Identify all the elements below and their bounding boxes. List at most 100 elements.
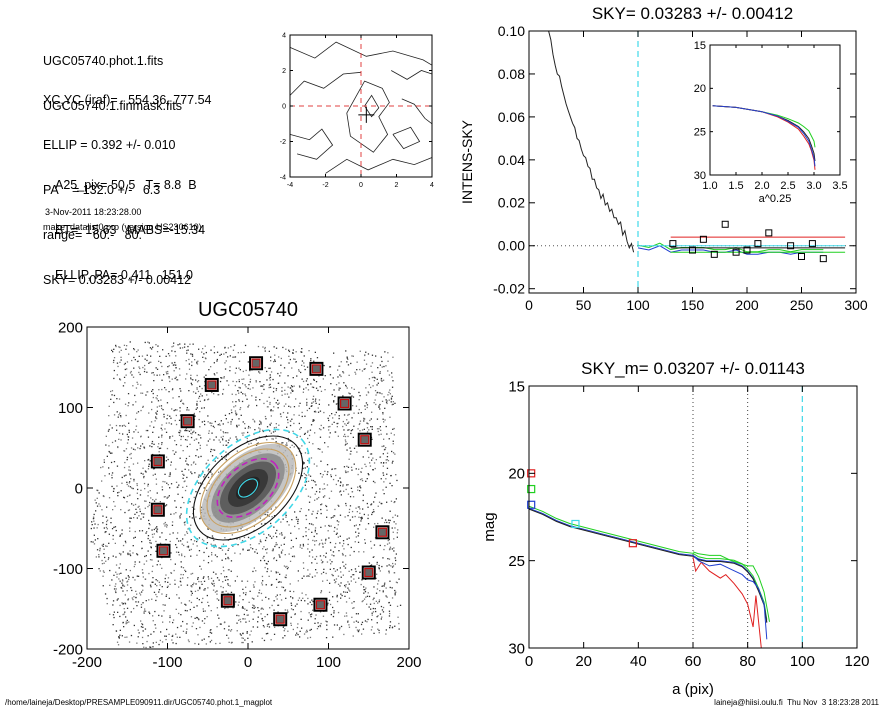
sky-square-marker [689, 246, 696, 254]
center-coords: XC,YC (iraf)= 554.36, 777.54 [43, 93, 212, 107]
mag-curve-red-end [692, 557, 762, 648]
sky-square-marker [787, 242, 795, 250]
sky-square-marker [699, 235, 707, 243]
mag-ytick-label: 20 [508, 466, 525, 483]
contour-xtick-label: 0 [359, 182, 363, 189]
inset-xtick-label: 2.0 [754, 180, 769, 192]
isophote-ellipse [237, 478, 259, 498]
sky-tail-green [637, 242, 824, 253]
inset-xtick-label: 2.5 [780, 180, 795, 192]
a25-line: A25_pix= 50.5 T= 8.8 B [55, 178, 197, 192]
inset-xlabel: a^0.25 [759, 193, 792, 205]
galaxy-xtick-label: -100 [152, 654, 182, 671]
galaxy-xtick-label: -200 [72, 654, 102, 671]
file-name-mask: UGC05740.1.finmask.fits [43, 99, 182, 113]
mag-ytick-label: 30 [508, 640, 525, 657]
sky-square-marker [710, 250, 718, 258]
sky-square-marker [798, 252, 805, 260]
sky-box-inner [364, 567, 374, 578]
sky-ytick-label: 0.08 [498, 66, 525, 82]
fit-parameters: XC,YC (iraf)= 554.36, 777.54 ELLIP = 0.3… [43, 63, 212, 303]
inset-ytick-label: 20 [694, 83, 706, 95]
galaxy-ytick-label: 100 [58, 400, 83, 417]
mag-xtick-label: 100 [790, 653, 815, 670]
contour-line [289, 128, 334, 160]
sky-box-inner [223, 596, 233, 606]
sky-value: SKY= 0.03283 +/- 0.00412 [43, 273, 192, 287]
galaxy-title: UGC05740 [198, 299, 298, 321]
mag-curve-green-end [692, 551, 770, 622]
sky-box-inner [377, 527, 388, 537]
file-names: UGC05740.phot.1.fits UGC05740.1.finmask.… [43, 24, 182, 129]
contour-ytick-label: -4 [280, 174, 286, 181]
contour-line [346, 80, 390, 153]
inset-ytick-label: 30 [694, 170, 706, 182]
contour-ytick-label: 4 [282, 32, 286, 39]
sky-box-inner [183, 416, 193, 426]
sky-xtick-label: 200 [735, 297, 759, 313]
sky-box-inner [340, 398, 350, 409]
ellip-pa-line: ELLIP, PA= 0.411 151.0 [55, 268, 193, 282]
sky-ylabel: INTENS-SKY [459, 119, 475, 204]
contour-xtick-label: 2 [395, 182, 399, 189]
contour-line [391, 70, 433, 80]
contour-line [325, 157, 433, 174]
sky-box-inner [315, 600, 326, 610]
galaxy-xtick-label: 100 [316, 654, 341, 671]
position-angle: PA = 132.0 +/- 6.3 [43, 183, 161, 197]
sky-square-marker [721, 220, 729, 228]
ellipticity: ELLIP = 0.392 +/- 0.010 [43, 138, 176, 152]
catalog-parameters: A25_pix= 50.5 T= 8.8 B BT= 15.63 MABS=-1… [55, 148, 205, 298]
mag-ylabel: mag [481, 512, 498, 541]
sky-title: SKY= 0.03283 +/- 0.00412 [592, 4, 793, 23]
galaxy-core-shade [235, 476, 261, 500]
inset-xtick-label: 1.5 [728, 180, 743, 192]
bt-line: BT= 15.63 MABS=-15.34 [55, 223, 206, 237]
sky-ytick-label: 0.00 [498, 238, 525, 254]
program-version: make_datalist0.pro (version HS230610) [43, 222, 202, 232]
contour-line [289, 71, 362, 96]
mag-xlabel: a (pix) [672, 681, 714, 698]
isophote-ellipse [192, 435, 304, 541]
inset-ytick-label: 25 [694, 127, 706, 139]
contour-ytick-label: 2 [282, 68, 286, 75]
inset-curve-blue [712, 105, 816, 167]
contour-xtick-label: -2 [322, 182, 328, 189]
isophote-ellipse [206, 448, 290, 528]
inset-frame [709, 44, 841, 176]
sky-box-inner [153, 456, 163, 467]
contour-line [289, 41, 433, 66]
galaxy-noise-field [90, 341, 402, 649]
file-name-phot: UGC05740.phot.1.fits [43, 54, 164, 68]
footer-path: /home/laineja/Desktop/PRESAMPLE090911.di… [5, 698, 273, 707]
sky-xtick-label: 250 [790, 297, 814, 313]
sky-square-marker [732, 248, 740, 256]
galaxy-ytick-label: -100 [53, 561, 83, 578]
inset-xtick-label: 3.5 [832, 180, 847, 192]
mag-square-marker [571, 519, 580, 529]
contour-ytick-label: -2 [280, 139, 286, 146]
galaxy-ytick-label: -200 [53, 641, 83, 658]
mag-ytick-label: 15 [508, 378, 525, 395]
contour-line [392, 126, 421, 150]
sky-ytick-label: 0.04 [498, 152, 525, 168]
contour-xtick-label: 4 [430, 182, 434, 189]
isophote-ellipse [216, 457, 280, 519]
sky-square-marker [754, 240, 762, 248]
fit-range: range= 60.- 80. [43, 228, 143, 242]
sky-tail-blue [637, 245, 824, 255]
contour-line [401, 98, 433, 125]
sky-square-marker [808, 240, 816, 248]
galaxy-xtick-label: 200 [396, 654, 421, 671]
sky-box-inner [311, 364, 322, 374]
sky-ytick-label: 0.02 [498, 195, 525, 211]
mag-frame [528, 385, 858, 649]
mag-xtick-label: 80 [739, 653, 756, 670]
footer-user: laineja@hiisi.oulu.fi Thu Nov 3 18:23:28… [714, 698, 879, 707]
galaxy-ytick-label: 200 [58, 319, 83, 336]
mag-xtick-label: 60 [685, 653, 702, 670]
sky-ytick-label: 0.06 [498, 109, 525, 125]
sky-xtick-label: 300 [844, 297, 868, 313]
inset-xtick-label: 1.0 [702, 180, 717, 192]
